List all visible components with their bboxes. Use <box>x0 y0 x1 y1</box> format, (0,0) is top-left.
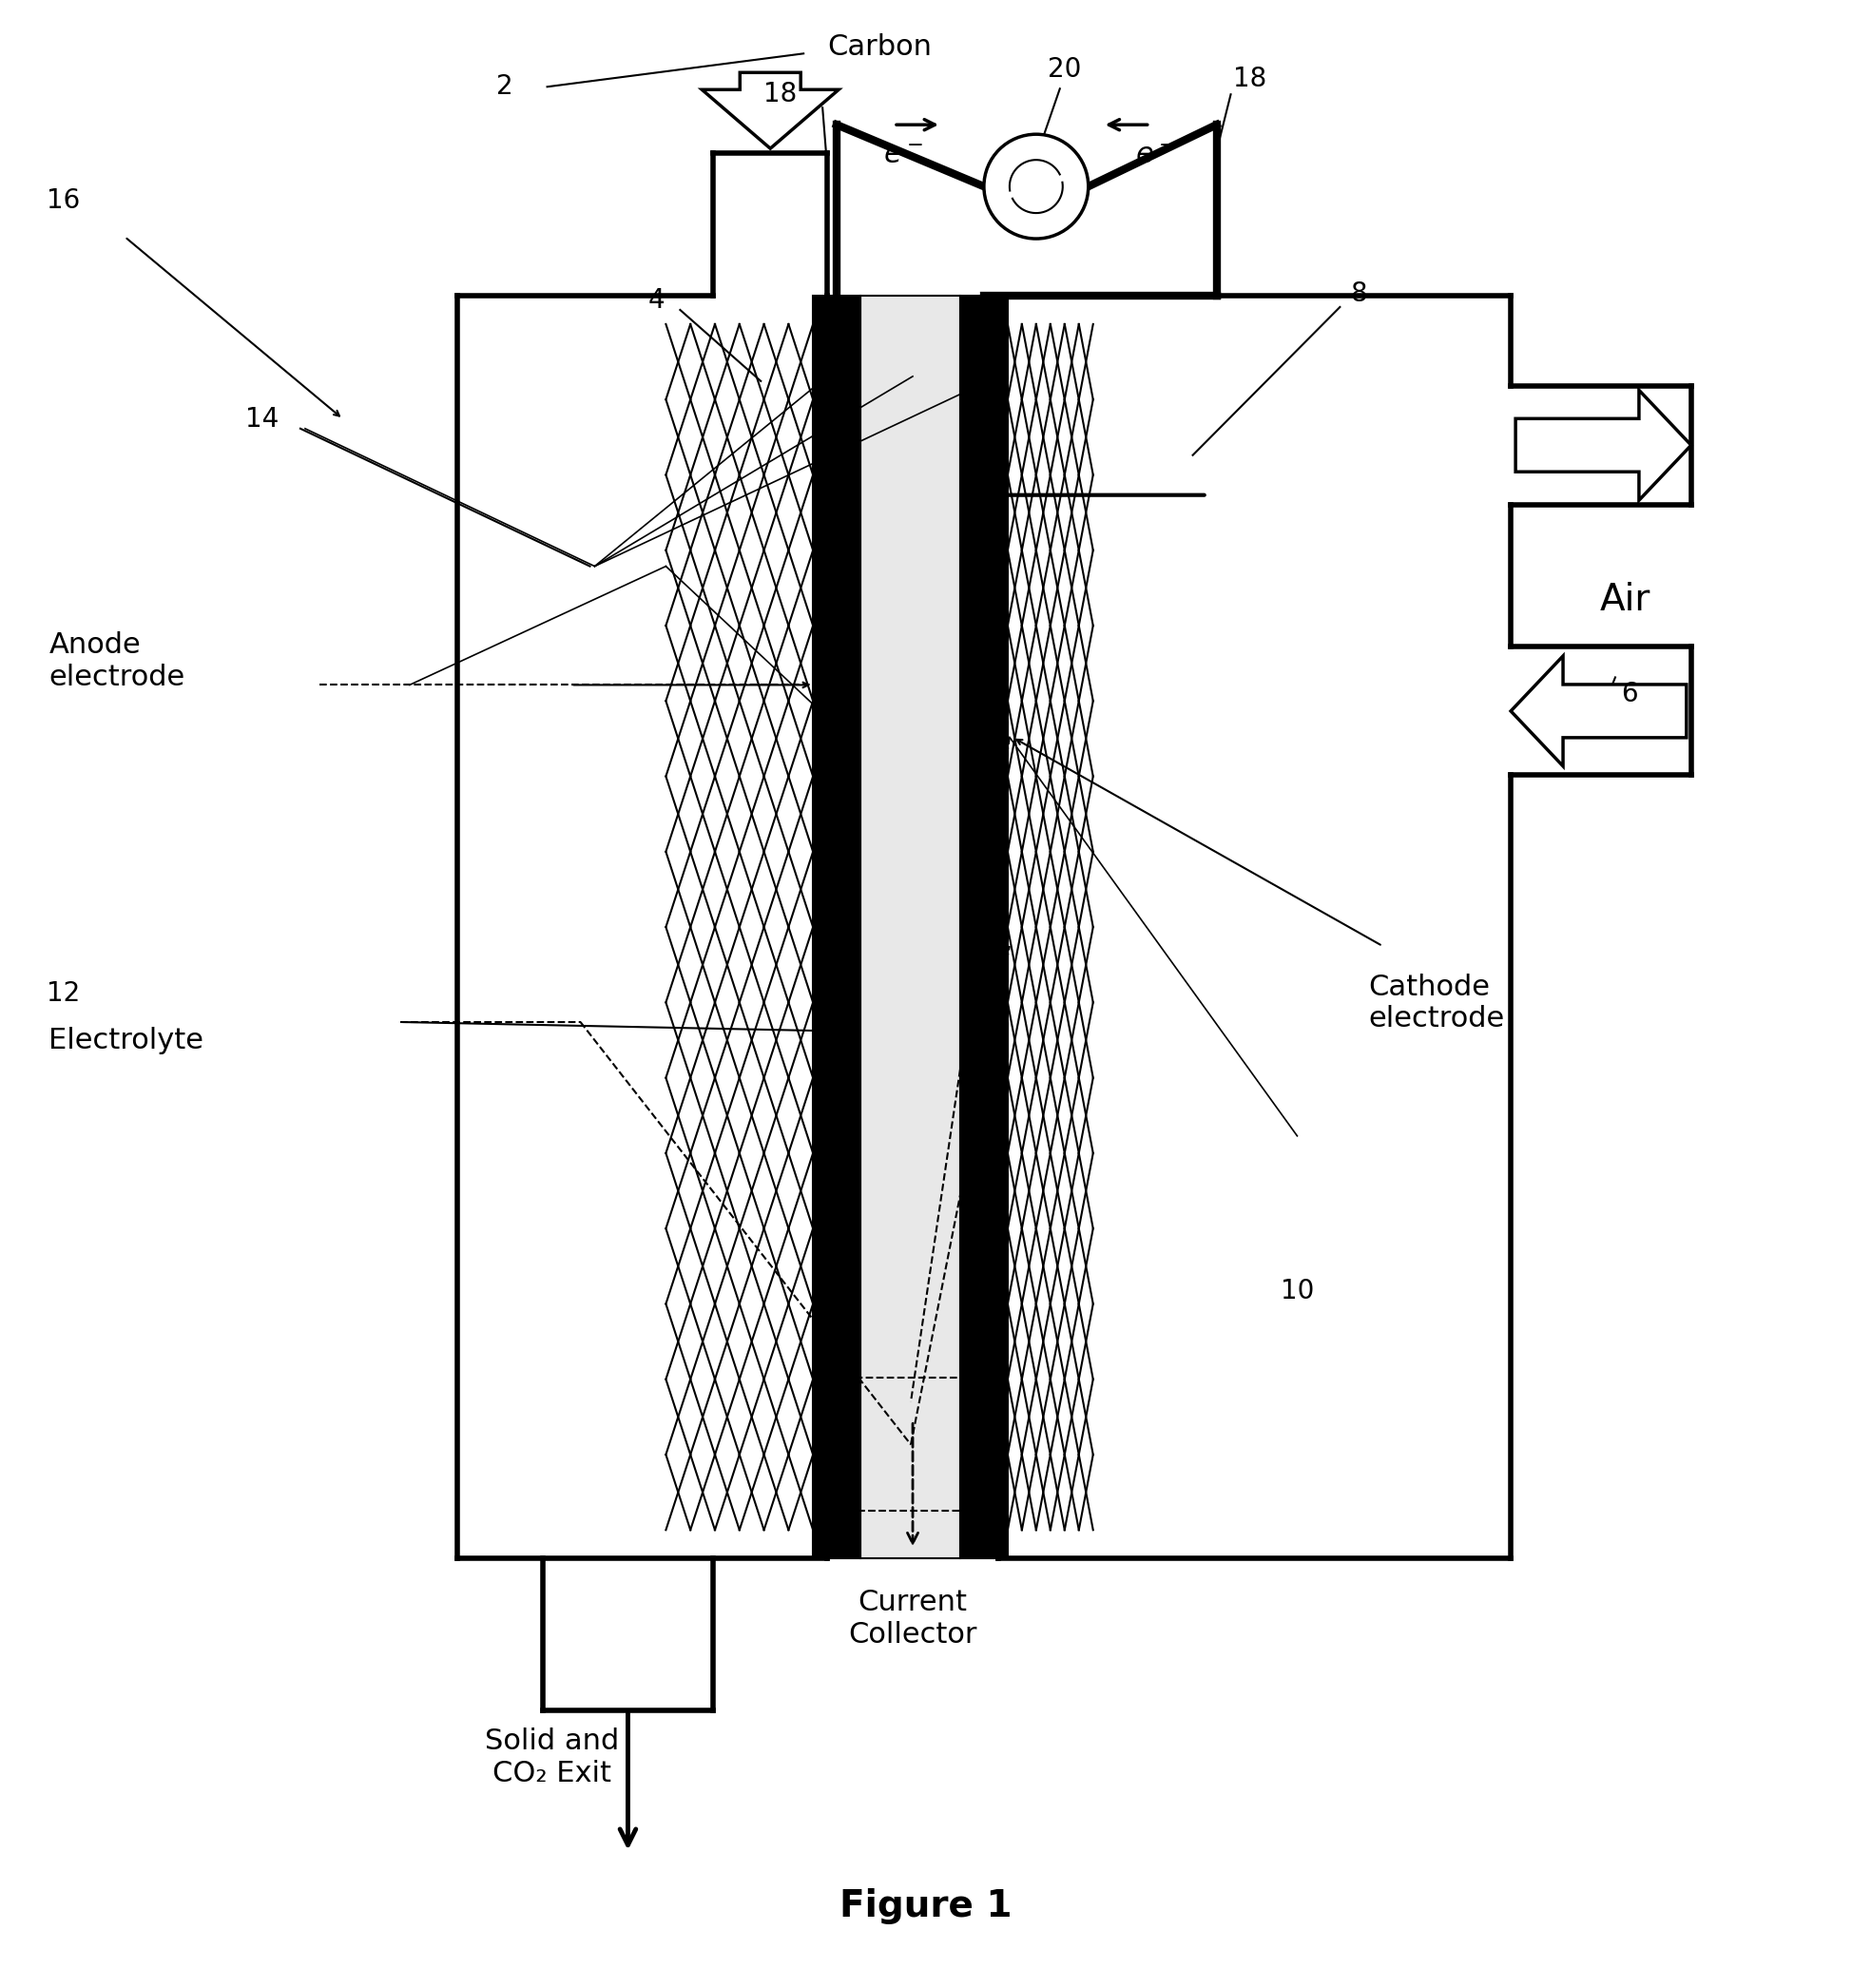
Text: Cathode
electrode: Cathode electrode <box>1369 974 1504 1034</box>
Text: 18: 18 <box>1232 66 1265 93</box>
Text: 16: 16 <box>46 187 80 215</box>
Circle shape <box>983 135 1087 239</box>
Text: Figure 1: Figure 1 <box>839 1889 1011 1924</box>
Text: 2: 2 <box>496 74 513 99</box>
Text: Electrolyte: Electrolyte <box>48 1028 204 1056</box>
Bar <box>959 296 1007 1559</box>
Text: 18: 18 <box>763 82 796 107</box>
Text: 4: 4 <box>648 286 665 314</box>
Text: 8: 8 <box>1350 280 1367 306</box>
Text: 10: 10 <box>1280 1278 1313 1304</box>
Text: Solid and
CO₂ Exit: Solid and CO₂ Exit <box>485 1728 619 1787</box>
Polygon shape <box>1509 656 1685 765</box>
Text: Current
Collector: Current Collector <box>848 1588 976 1648</box>
Text: 6: 6 <box>1620 682 1637 708</box>
Bar <box>837 1378 998 1511</box>
Text: 12: 12 <box>46 980 80 1006</box>
Polygon shape <box>702 72 839 149</box>
Polygon shape <box>1515 390 1691 501</box>
Text: Air: Air <box>1598 580 1650 618</box>
Text: Anode
electrode: Anode electrode <box>48 632 185 692</box>
Bar <box>813 296 859 1559</box>
Text: 20: 20 <box>1046 56 1082 83</box>
Bar <box>859 296 959 1559</box>
Text: $e^-$: $e^-$ <box>1133 141 1174 169</box>
Text: Carbon: Carbon <box>826 34 932 62</box>
Text: 14: 14 <box>246 406 280 433</box>
Text: $e^-$: $e^-$ <box>883 141 922 169</box>
